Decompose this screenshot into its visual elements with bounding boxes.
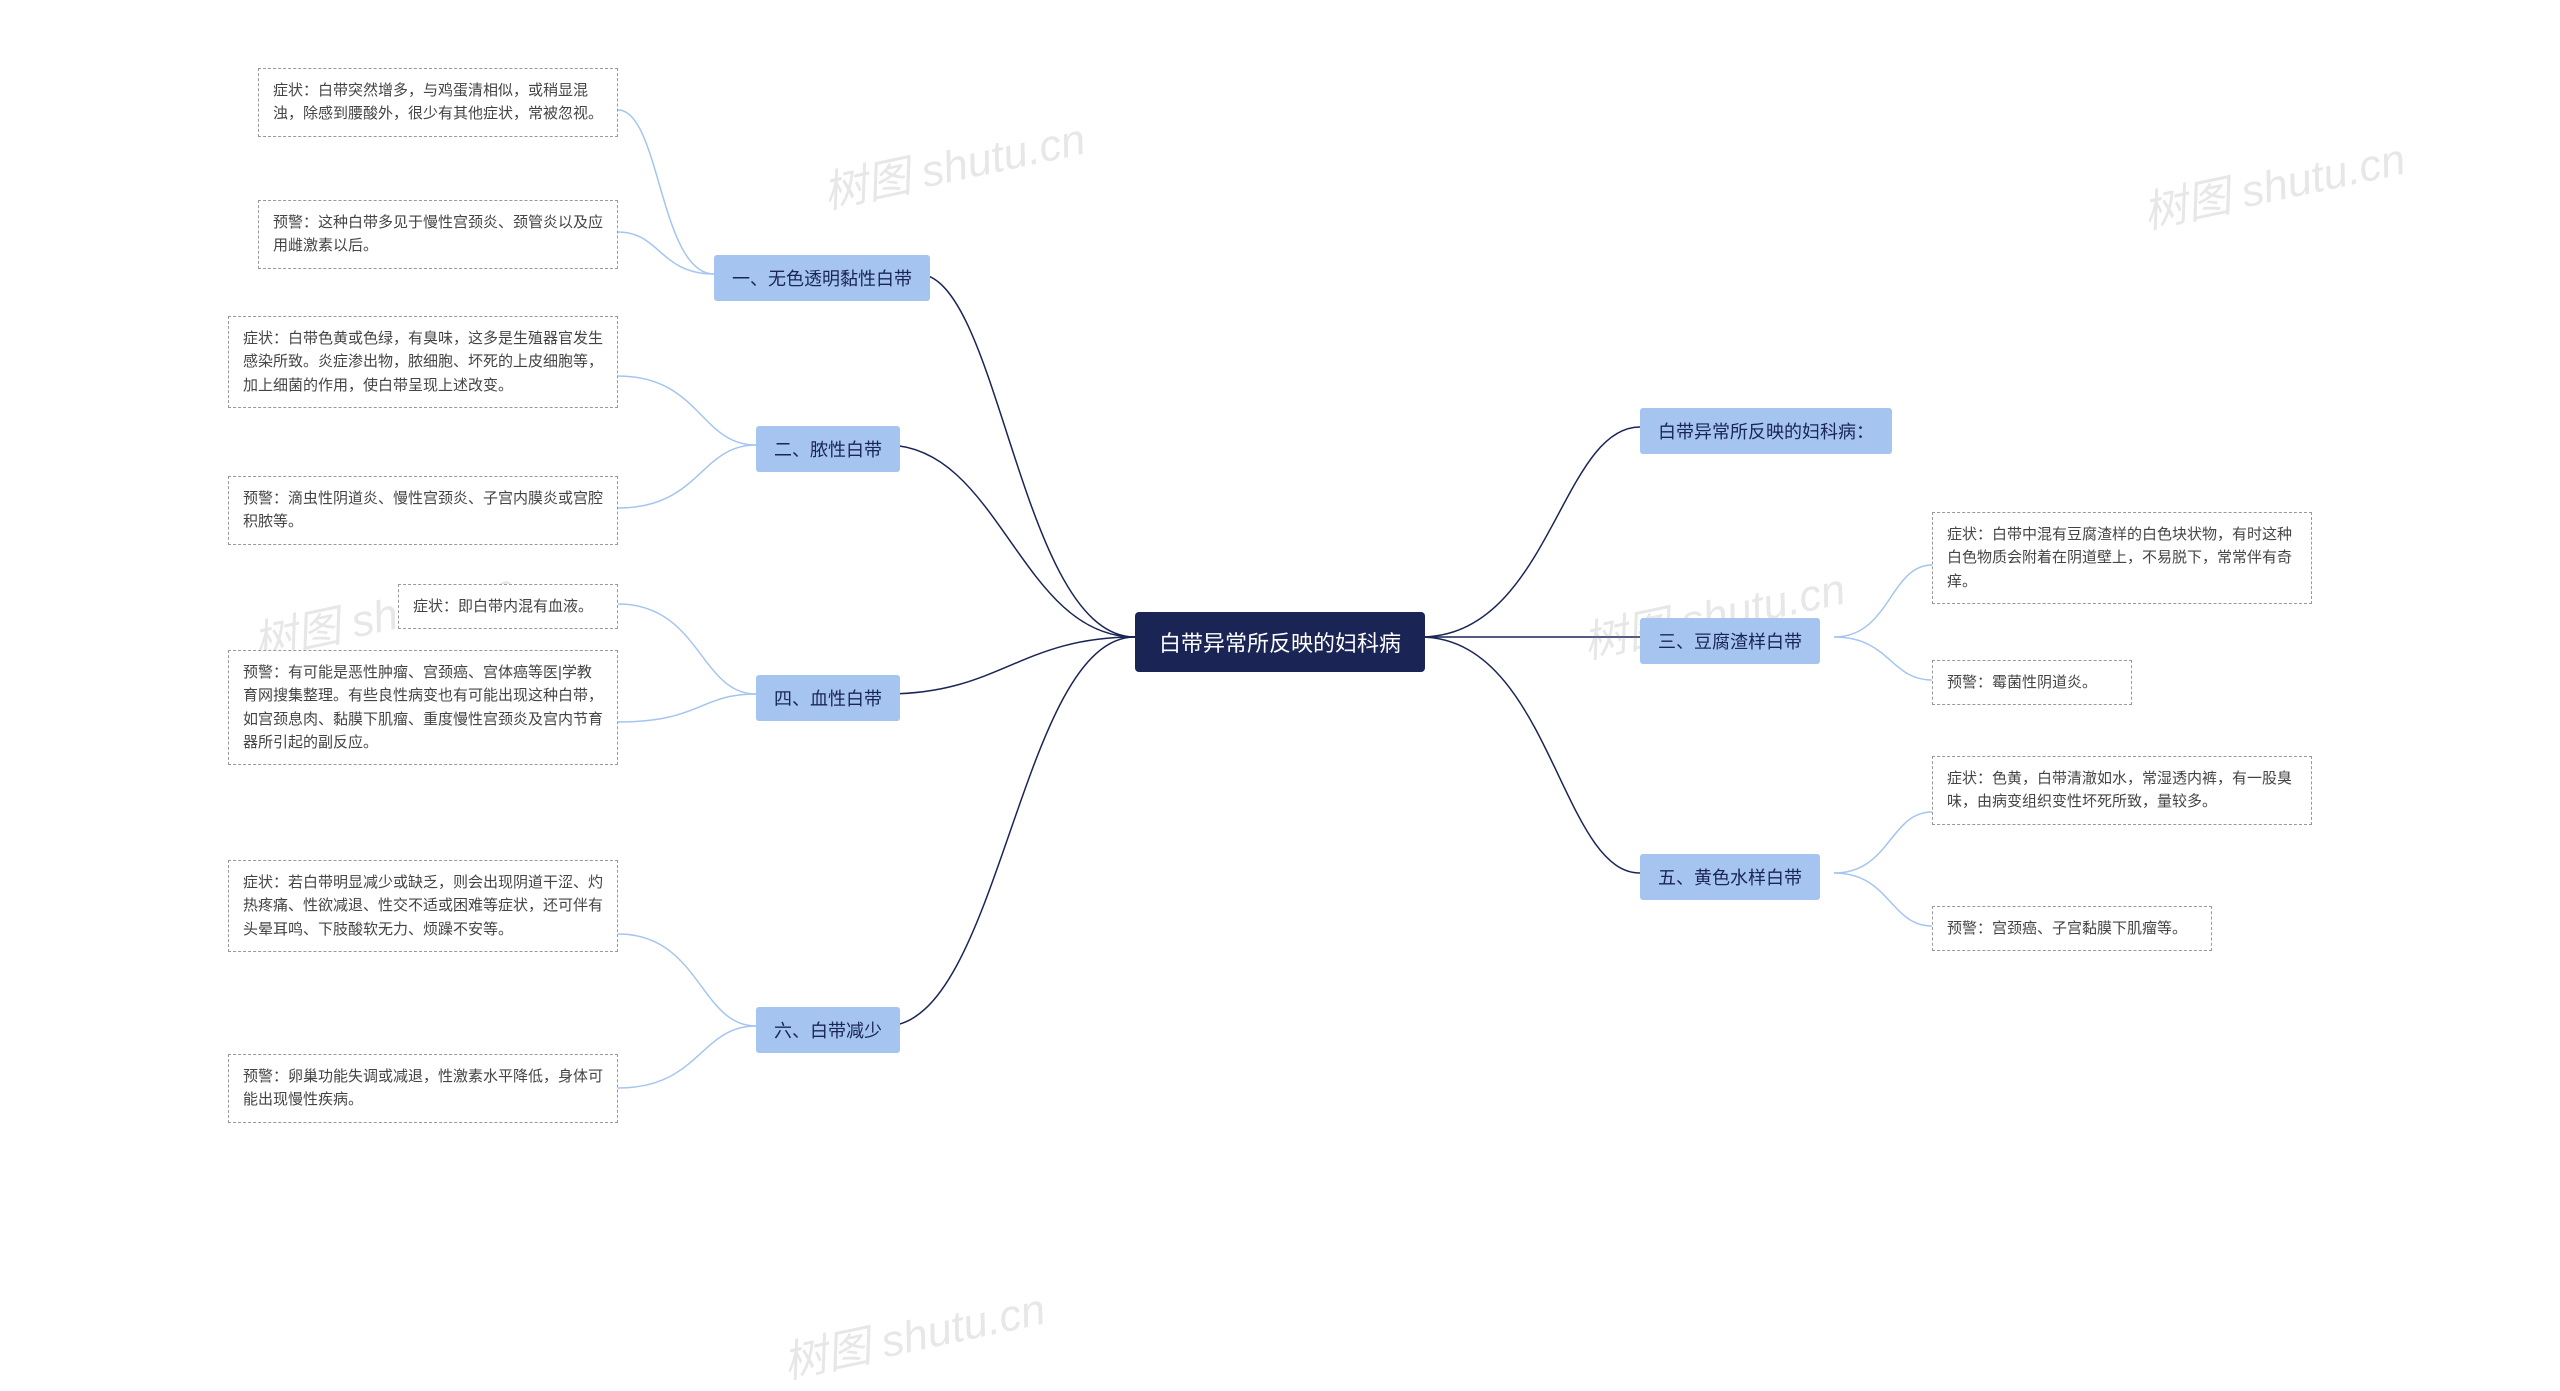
watermark: 树图 shutu.cn (2136, 123, 2410, 241)
branch-6: 六、白带减少 (756, 1007, 900, 1053)
branch-5-label: 五、黄色水样白带 (1658, 868, 1802, 888)
leaf-b1-1-text: 症状：白带突然增多，与鸡蛋清相似，或稍显混浊，除感到腰酸外，很少有其他症状，常被… (273, 82, 603, 122)
branch-3: 三、豆腐渣样白带 (1640, 618, 1820, 664)
mindmap-center: 白带异常所反映的妇科病 (1135, 612, 1425, 672)
branch-5: 五、黄色水样白带 (1640, 854, 1820, 900)
leaf-b2-2: 预警：滴虫性阴道炎、慢性宫颈炎、子宫内膜炎或宫腔积脓等。 (228, 476, 618, 545)
leaf-b5-1-text: 症状：色黄，白带清澈如水，常湿透内裤，有一股臭味，由病变组织变性坏死所致，量较多… (1947, 770, 2292, 810)
leaf-b2-1-text: 症状：白带色黄或色绿，有臭味，这多是生殖器官发生感染所致。炎症渗出物，脓细胞、坏… (243, 330, 603, 394)
leaf-b4-1: 症状：即白带内混有血液。 (398, 584, 618, 629)
leaf-b6-1: 症状：若白带明显减少或缺乏，则会出现阴道干涩、灼热疼痛、性欲减退、性交不适或困难… (228, 860, 618, 952)
leaf-b6-2-text: 预警：卵巢功能失调或减退，性激素水平降低，身体可能出现慢性疾病。 (243, 1068, 603, 1108)
leaf-b5-2-text: 预警：宫颈癌、子宫黏膜下肌瘤等。 (1947, 920, 2187, 937)
leaf-b6-2: 预警：卵巢功能失调或减退，性激素水平降低，身体可能出现慢性疾病。 (228, 1054, 618, 1123)
leaf-b1-2: 预警：这种白带多见于慢性宫颈炎、颈管炎以及应用雌激素以后。 (258, 200, 618, 269)
branch-6-label: 六、白带减少 (774, 1021, 882, 1041)
branch-0-label: 白带异常所反映的妇科病： (1658, 422, 1874, 442)
branch-4-label: 四、血性白带 (774, 689, 882, 709)
leaf-b5-2: 预警：宫颈癌、子宫黏膜下肌瘤等。 (1932, 906, 2212, 951)
leaf-b3-2: 预警：霉菌性阴道炎。 (1932, 660, 2132, 705)
leaf-b4-2-text: 预警：有可能是恶性肿瘤、宫颈癌、宫体癌等医|学教育网搜集整理。有些良性病变也有可… (243, 664, 603, 751)
leaf-b4-2: 预警：有可能是恶性肿瘤、宫颈癌、宫体癌等医|学教育网搜集整理。有些良性病变也有可… (228, 650, 618, 765)
branch-4: 四、血性白带 (756, 675, 900, 721)
center-label: 白带异常所反映的妇科病 (1159, 631, 1401, 656)
branch-3-label: 三、豆腐渣样白带 (1658, 632, 1802, 652)
leaf-b3-1-text: 症状：白带中混有豆腐渣样的白色块状物，有时这种白色物质会附着在阴道壁上，不易脱下… (1947, 526, 2292, 590)
leaf-b1-2-text: 预警：这种白带多见于慢性宫颈炎、颈管炎以及应用雌激素以后。 (273, 214, 603, 254)
leaf-b3-1: 症状：白带中混有豆腐渣样的白色块状物，有时这种白色物质会附着在阴道壁上，不易脱下… (1932, 512, 2312, 604)
branch-1: 一、无色透明黏性白带 (714, 255, 930, 301)
leaf-b2-1: 症状：白带色黄或色绿，有臭味，这多是生殖器官发生感染所致。炎症渗出物，脓细胞、坏… (228, 316, 618, 408)
branch-2: 二、脓性白带 (756, 426, 900, 472)
branch-1-label: 一、无色透明黏性白带 (732, 269, 912, 289)
leaf-b6-1-text: 症状：若白带明显减少或缺乏，则会出现阴道干涩、灼热疼痛、性欲减退、性交不适或困难… (243, 874, 603, 938)
branch-0: 白带异常所反映的妇科病： (1640, 408, 1892, 454)
branch-2-label: 二、脓性白带 (774, 440, 882, 460)
watermark: 树图 shutu.cn (816, 103, 1090, 221)
watermark: 树图 shutu.cn (776, 1273, 1050, 1391)
leaf-b3-2-text: 预警：霉菌性阴道炎。 (1947, 674, 2097, 691)
leaf-b2-2-text: 预警：滴虫性阴道炎、慢性宫颈炎、子宫内膜炎或宫腔积脓等。 (243, 490, 603, 530)
leaf-b4-1-text: 症状：即白带内混有血液。 (413, 598, 593, 615)
leaf-b1-1: 症状：白带突然增多，与鸡蛋清相似，或稍显混浊，除感到腰酸外，很少有其他症状，常被… (258, 68, 618, 137)
leaf-b5-1: 症状：色黄，白带清澈如水，常湿透内裤，有一股臭味，由病变组织变性坏死所致，量较多… (1932, 756, 2312, 825)
